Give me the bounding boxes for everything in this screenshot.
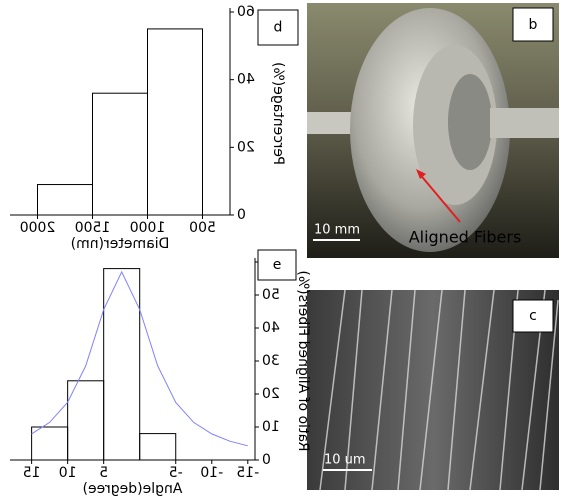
y-tick-label: 20 [262, 386, 280, 402]
scale-bar: 10 um [324, 453, 366, 468]
y-tick-label: 60 [237, 4, 255, 20]
scale-bar: 10 mm [314, 223, 360, 238]
panel-label-box [257, 249, 297, 281]
x-tick-label: 10 [59, 465, 77, 481]
x-tick-label: 2000 [20, 220, 56, 236]
x-tick-label: 500 [189, 220, 216, 236]
x-tick-label: -10 [200, 465, 223, 481]
x-axis-label: Diameter(nm) [71, 236, 170, 252]
panel-label: e [273, 257, 282, 273]
photo-b: b Aligned Fibers 10 mm [307, 3, 559, 258]
x-tick-label: -15 [236, 465, 259, 481]
panel-label: d [274, 20, 283, 36]
annotation: Aligned Fibers [409, 228, 522, 247]
y-axis-label: Ratio of Aligned Fibers(%) [295, 270, 311, 451]
y-tick-label: 0 [237, 207, 246, 223]
x-tick-label: -5 [169, 465, 183, 481]
x-tick-label: 1000 [130, 220, 166, 236]
bar [139, 433, 177, 461]
y-tick-label: 50 [262, 287, 280, 303]
panel-label: c [529, 308, 537, 324]
bar [31, 426, 69, 461]
bar [37, 184, 93, 216]
y-tick-label: 0 [262, 452, 271, 468]
bar [147, 28, 203, 216]
photo-c: c 10 um [307, 289, 559, 491]
fit-line [31, 270, 248, 447]
bar [67, 380, 105, 461]
x-tick-label: 5 [99, 465, 108, 481]
chart: 500 1000 1500 2000 0 20 40 60 Diameter(nm) Percen… [10, 4, 286, 252]
y-tick-label: 10 [262, 419, 280, 435]
y-tick-label: 30 [262, 353, 280, 369]
y-tick-label: 20 [237, 139, 255, 155]
x-axis-label: Angle(degree) [83, 481, 183, 497]
y-axis-label: Percentage(%) [270, 62, 286, 165]
bar [103, 268, 141, 461]
panel-label: b [529, 17, 538, 33]
y-tick-label: 40 [237, 72, 255, 88]
y-tick-label: 40 [262, 320, 280, 336]
chart: -15-10-5510150102030405060Angle(degree)R… [10, 254, 311, 497]
x-tick-label: 15 [23, 465, 41, 481]
x-tick-label: 1500 [75, 220, 111, 236]
panel-label-box [257, 9, 299, 46]
bar [92, 92, 148, 216]
